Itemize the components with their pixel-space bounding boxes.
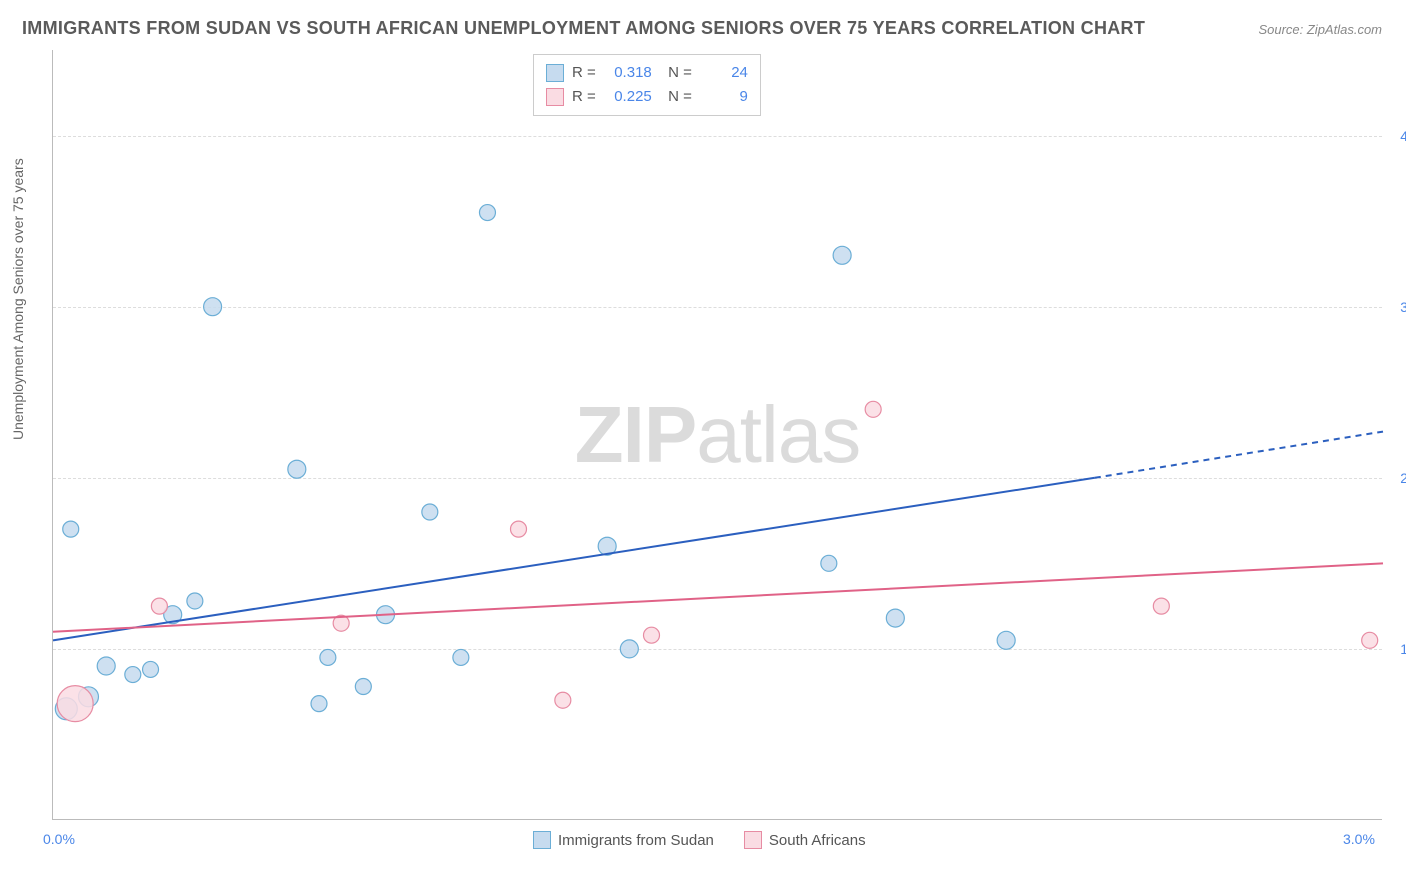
legend-item-sudan: Immigrants from Sudan: [533, 831, 714, 849]
scatter-point: [288, 460, 306, 478]
scatter-point: [187, 593, 203, 609]
scatter-point: [204, 298, 222, 316]
scatter-point: [865, 401, 881, 417]
legend-label-south-africans: South Africans: [769, 832, 866, 849]
legend-r-label: R =: [572, 85, 596, 109]
correlation-legend: R = 0.318 N = 24 R = 0.225 N = 9: [533, 54, 761, 116]
y-tick-label: 30.0%: [1390, 299, 1406, 315]
y-tick-label: 10.0%: [1390, 641, 1406, 657]
scatter-point: [63, 521, 79, 537]
trend-line: [53, 478, 1095, 641]
scatter-point: [886, 609, 904, 627]
scatter-point: [355, 679, 371, 695]
chart-title: IMMIGRANTS FROM SUDAN VS SOUTH AFRICAN U…: [22, 18, 1145, 39]
legend-label-sudan: Immigrants from Sudan: [558, 832, 714, 849]
legend-r-value-1: 0.318: [604, 61, 652, 85]
x-tick-label: 0.0%: [43, 831, 75, 847]
scatter-point: [997, 631, 1015, 649]
legend-row-series-1: R = 0.318 N = 24: [546, 61, 748, 85]
scatter-point: [57, 686, 93, 722]
x-tick-label: 3.0%: [1343, 831, 1375, 847]
plot-area: ZIPatlas 10.0%20.0%30.0%40.0%0.0%3.0% R …: [52, 50, 1382, 820]
scatter-point: [311, 696, 327, 712]
scatter-point: [125, 667, 141, 683]
legend-n-value-2: 9: [700, 85, 748, 109]
scatter-layer: [53, 50, 1382, 819]
legend-n-label: N =: [660, 61, 692, 85]
scatter-point: [1362, 632, 1378, 648]
scatter-point: [453, 649, 469, 665]
scatter-point: [620, 640, 638, 658]
scatter-point: [320, 649, 336, 665]
scatter-point: [479, 205, 495, 221]
source-attribution: Source: ZipAtlas.com: [1258, 22, 1382, 37]
y-axis-label: Unemployment Among Seniors over 75 years: [10, 158, 26, 440]
scatter-point: [821, 555, 837, 571]
scatter-point: [833, 246, 851, 264]
scatter-point: [97, 657, 115, 675]
series-legend: Immigrants from Sudan South Africans: [533, 831, 866, 849]
legend-n-value-1: 24: [700, 61, 748, 85]
legend-row-series-2: R = 0.225 N = 9: [546, 85, 748, 109]
scatter-point: [143, 661, 159, 677]
scatter-point: [644, 627, 660, 643]
y-tick-label: 40.0%: [1390, 128, 1406, 144]
legend-r-label: R =: [572, 61, 596, 85]
trend-line-dashed: [1095, 432, 1383, 478]
scatter-point: [555, 692, 571, 708]
scatter-point: [511, 521, 527, 537]
legend-item-south-africans: South Africans: [744, 831, 866, 849]
legend-swatch-pink: [744, 831, 762, 849]
scatter-point: [422, 504, 438, 520]
legend-swatch-pink: [546, 88, 564, 106]
legend-r-value-2: 0.225: [604, 85, 652, 109]
y-tick-label: 20.0%: [1390, 470, 1406, 486]
legend-swatch-blue: [546, 64, 564, 82]
legend-swatch-blue: [533, 831, 551, 849]
trend-line: [53, 563, 1383, 631]
legend-n-label: N =: [660, 85, 692, 109]
scatter-point: [151, 598, 167, 614]
scatter-point: [1153, 598, 1169, 614]
